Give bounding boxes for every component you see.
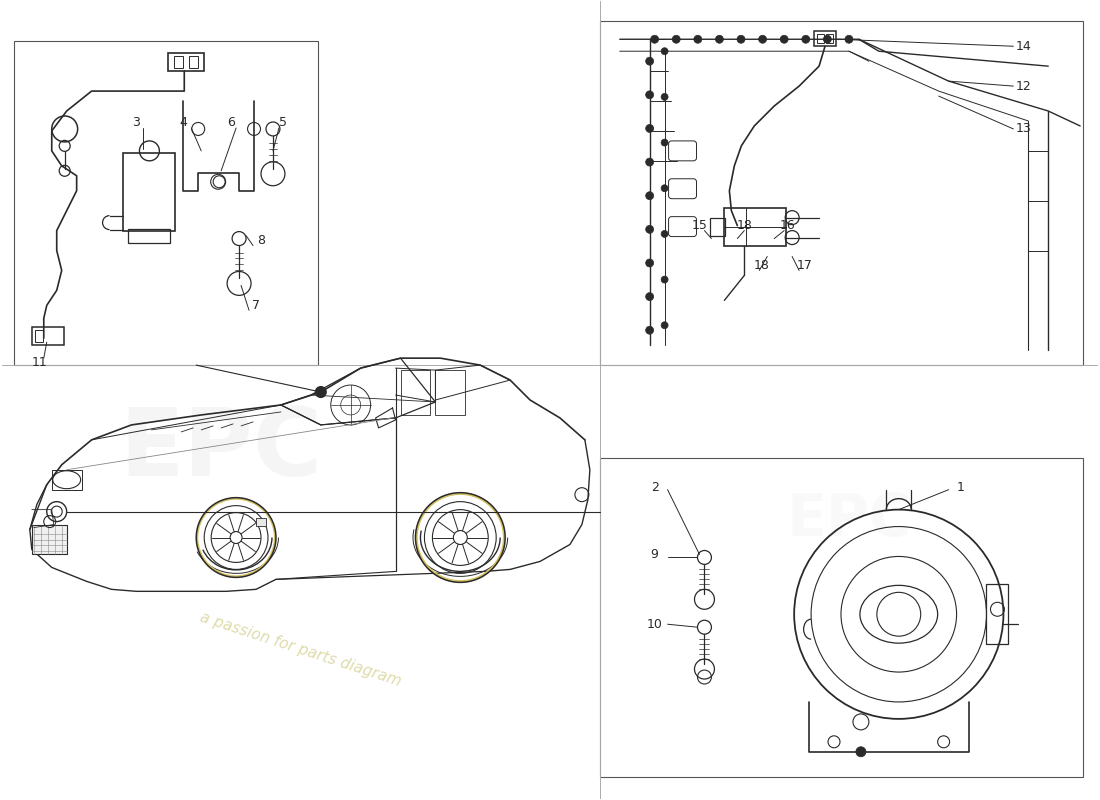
Bar — [168, 54, 205, 71]
Text: 1: 1 — [957, 481, 965, 494]
Text: 18: 18 — [736, 219, 752, 232]
Bar — [436, 370, 465, 415]
Circle shape — [646, 125, 653, 133]
Bar — [725, 208, 786, 246]
Text: a passion for parts diagram: a passion for parts diagram — [198, 610, 404, 689]
Text: 3: 3 — [132, 117, 141, 130]
Circle shape — [646, 91, 653, 98]
Bar — [600, 22, 1084, 365]
Circle shape — [737, 35, 745, 43]
Bar — [256, 518, 266, 526]
Text: 10: 10 — [647, 618, 662, 630]
Circle shape — [661, 48, 668, 54]
Text: 5: 5 — [279, 117, 287, 130]
Text: 8: 8 — [257, 234, 265, 247]
Circle shape — [646, 326, 653, 334]
Circle shape — [856, 746, 866, 757]
Bar — [189, 56, 198, 68]
Text: EPC: EPC — [786, 491, 912, 548]
Text: 7: 7 — [252, 299, 260, 312]
Circle shape — [845, 35, 853, 43]
Text: 4: 4 — [179, 117, 187, 130]
Circle shape — [661, 185, 668, 192]
Text: 12: 12 — [1015, 79, 1031, 93]
Circle shape — [646, 293, 653, 301]
Text: EPC: EPC — [120, 404, 322, 496]
Text: 16: 16 — [779, 219, 795, 232]
Circle shape — [661, 230, 668, 238]
Circle shape — [780, 35, 789, 43]
Text: 11: 11 — [32, 356, 47, 369]
Circle shape — [646, 57, 653, 65]
Circle shape — [646, 158, 653, 166]
Bar — [600, 458, 1084, 777]
Bar — [174, 56, 184, 68]
Text: 15: 15 — [692, 219, 707, 232]
Circle shape — [316, 386, 327, 398]
Text: 13: 13 — [1015, 122, 1031, 135]
Text: 17: 17 — [796, 259, 812, 272]
Bar — [123, 153, 175, 230]
Bar — [826, 34, 833, 43]
Text: 18: 18 — [754, 259, 769, 272]
Circle shape — [661, 322, 668, 329]
Text: 14: 14 — [1015, 40, 1031, 53]
Circle shape — [715, 35, 724, 43]
Bar — [711, 218, 725, 235]
Bar — [35, 330, 43, 342]
Circle shape — [672, 35, 680, 43]
Bar — [129, 229, 170, 242]
Circle shape — [759, 35, 767, 43]
Bar — [817, 34, 824, 43]
Circle shape — [650, 35, 659, 43]
Text: 6: 6 — [228, 117, 235, 130]
Circle shape — [802, 35, 810, 43]
Circle shape — [661, 276, 668, 283]
Circle shape — [646, 226, 653, 234]
Circle shape — [824, 35, 832, 43]
Circle shape — [646, 192, 653, 200]
Text: 2: 2 — [651, 481, 659, 494]
Circle shape — [661, 139, 668, 146]
Bar — [52, 470, 81, 490]
Circle shape — [646, 259, 653, 267]
Bar — [814, 31, 836, 46]
Bar — [987, 584, 1009, 644]
Bar — [400, 370, 430, 415]
Circle shape — [661, 94, 668, 100]
Bar — [32, 327, 64, 345]
Text: 9: 9 — [651, 548, 659, 561]
Bar — [14, 42, 318, 365]
Circle shape — [694, 35, 702, 43]
Bar — [32, 525, 67, 554]
